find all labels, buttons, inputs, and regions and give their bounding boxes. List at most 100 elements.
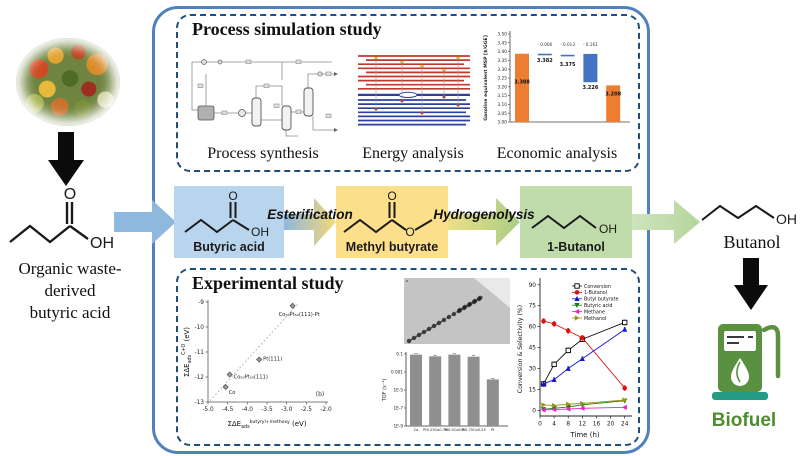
svg-text:20: 20	[607, 422, 615, 428]
svg-text:-5.0: -5.0	[202, 407, 214, 413]
svg-text:ΣΔEadsbutyryl+methoxy (eV): ΣΔEadsbutyryl+methoxy (eV)	[227, 419, 306, 430]
svg-text:3.45: 3.45	[497, 40, 507, 46]
biofuel-label: Biofuel	[711, 410, 777, 431]
svg-text:90: 90	[529, 283, 537, 289]
svg-text:3.388: 3.388	[514, 80, 530, 86]
source-label-line2: derived	[44, 281, 96, 301]
svg-text:Co: Co	[414, 428, 419, 432]
svg-text:Gasoline equivalent MSP [$/GGE: Gasoline equivalent MSP [$/GGE]	[483, 35, 489, 121]
svg-text:Co: Co	[229, 390, 236, 396]
process-simulation-panel: Process simulation study	[176, 14, 640, 172]
svg-text:4: 4	[552, 422, 556, 428]
svg-text:(b): (b)	[316, 391, 325, 398]
svg-text:12: 12	[579, 422, 587, 428]
experimental-title: Experimental study	[192, 273, 344, 293]
svg-text:1-Butanol: 1-Butanol	[584, 290, 607, 296]
methyl-butyrate-box: O O Methyl butyrate	[336, 186, 448, 258]
process-flowsheet-image	[191, 59, 338, 137]
svg-text:3.208: 3.208	[605, 91, 621, 97]
svg-text:-3.5: -3.5	[261, 407, 273, 413]
oxygen-label: O	[387, 190, 396, 203]
down-arrow-icon	[734, 258, 768, 310]
butyric-acid-box-label: Butyric acid	[193, 240, 265, 254]
esterification-arrow-icon	[284, 198, 336, 246]
1-butanol-structure: OH	[531, 214, 617, 236]
svg-text:3.00: 3.00	[497, 120, 507, 126]
svg-text:24: 24	[621, 422, 629, 428]
energy-analysis-image	[358, 55, 470, 126]
svg-text:-10: -10	[195, 325, 205, 331]
svg-text:45: 45	[529, 346, 537, 352]
tem-image	[404, 278, 510, 344]
svg-text:Pt0.25Co0.75: Pt0.25Co0.75	[423, 428, 447, 432]
svg-text:Methanol: Methanol	[584, 316, 606, 322]
svg-text:Methane: Methane	[584, 309, 605, 315]
svg-text:0.001: 0.001	[391, 370, 403, 375]
source-label: Organic waste- derived butyric acid	[0, 258, 140, 324]
butyric-acid-structure-left: O OH	[9, 186, 114, 252]
svg-text:-4.0: -4.0	[242, 407, 254, 413]
simulation-title: Process simulation study	[192, 19, 382, 39]
butyric-acid-structure: O OH	[184, 190, 269, 239]
hydrogenolysis-arrow-icon	[448, 198, 520, 246]
svg-text:-3.0: -3.0	[281, 407, 293, 413]
svg-text:1E-7: 1E-7	[394, 406, 404, 411]
svg-text:- 0.006: - 0.006	[537, 42, 552, 47]
svg-text:Pt(111): Pt(111)	[263, 357, 282, 363]
svg-text:60: 60	[529, 325, 537, 331]
svg-text:15: 15	[529, 387, 537, 393]
svg-text:-9: -9	[198, 300, 204, 306]
kinetics-line-chart: 0 4 8 12 16 20 24 0 15 30 45 60 75 90 Conversion1-Buta…	[517, 278, 632, 439]
svg-text:- 0.013: - 0.013	[560, 42, 575, 47]
butanol-box: OH 1-Butanol	[520, 186, 632, 258]
svg-text:Pt0.75Co0.25: Pt0.75Co0.25	[461, 428, 485, 432]
svg-text:- 0.161: - 0.161	[583, 42, 598, 47]
svg-text:-13: -13	[195, 400, 205, 406]
svg-text:Co₅₀Pt₅₀(111): Co₅₀Pt₅₀(111)	[234, 375, 268, 381]
svg-text:Time (h): Time (h)	[569, 431, 600, 439]
svg-text:3.30: 3.30	[497, 67, 507, 73]
source-label-line3: butyric acid	[29, 303, 111, 323]
methyl-butyrate-box-label: Methyl butyrate	[345, 240, 439, 254]
svg-text:1E-5: 1E-5	[394, 388, 404, 393]
svg-text:30: 30	[529, 367, 537, 373]
svg-text:0.1: 0.1	[396, 352, 403, 357]
svg-text:Co₅₀Pt₅₀(111)-Pt: Co₅₀Pt₅₀(111)-Pt	[279, 312, 320, 318]
methyl-butyrate-structure: O O	[343, 190, 433, 239]
hydroxyl-label: OH	[776, 211, 797, 227]
svg-text:3.15: 3.15	[497, 93, 507, 99]
svg-text:TOF (s⁻¹): TOF (s⁻¹)	[382, 379, 388, 403]
svg-text:3.25: 3.25	[497, 76, 507, 82]
ester-oxygen-label: O	[405, 225, 414, 239]
svg-text:Pt0.5Co0.5: Pt0.5Co0.5	[445, 428, 465, 432]
svg-text:16: 16	[593, 422, 601, 428]
caption-process-synthesis: Process synthesis	[207, 145, 319, 162]
oxygen-label: O	[228, 190, 237, 203]
svg-text:0: 0	[532, 408, 536, 414]
svg-text:3.10: 3.10	[497, 102, 507, 108]
product-arrow-icon	[632, 200, 700, 244]
tof-bar-chart: 0.1 0.001 1E-5 1E-7 1E-9 Co Pt0.25Co0.75Pt0.5C…	[382, 352, 508, 432]
butyric-acid-box: O OH Butyric acid	[174, 186, 284, 258]
svg-text:3.50: 3.50	[497, 32, 507, 38]
butanol-structure-right: OH	[701, 204, 797, 227]
svg-text:3.05: 3.05	[497, 111, 507, 117]
svg-text:Conversion & Selectivity (%): Conversion & Selectivity (%)	[517, 305, 524, 393]
svg-text:8: 8	[566, 422, 570, 428]
svg-text:3.375: 3.375	[560, 62, 576, 68]
hydroxyl-label: OH	[251, 225, 269, 239]
svg-text:ΣΔEadsC+O (eV): ΣΔEadsC+O (eV)	[181, 327, 193, 377]
hydroxyl-label: OH	[599, 222, 617, 236]
svg-text:3.35: 3.35	[497, 58, 507, 64]
svg-text:3.382: 3.382	[537, 58, 553, 64]
economic-analysis-chart: 3.00 3.05 3.10 3.15 3.20 3.25 3.30 3.35 3.40 3.45…	[483, 31, 630, 126]
svg-text:Butyric acid: Butyric acid	[584, 303, 612, 309]
down-arrow-icon	[48, 132, 84, 186]
svg-text:-2.5: -2.5	[301, 407, 313, 413]
svg-text:3.40: 3.40	[497, 49, 507, 55]
svg-text:Pt: Pt	[491, 428, 495, 432]
experimental-panel: Experimental study -5.0 -4.5 -4.0 -3.5 -3.0-…	[176, 268, 640, 446]
caption-economic-analysis: Economic analysis	[496, 145, 618, 162]
svg-text:3.226: 3.226	[582, 85, 598, 91]
svg-text:-12: -12	[195, 375, 205, 381]
